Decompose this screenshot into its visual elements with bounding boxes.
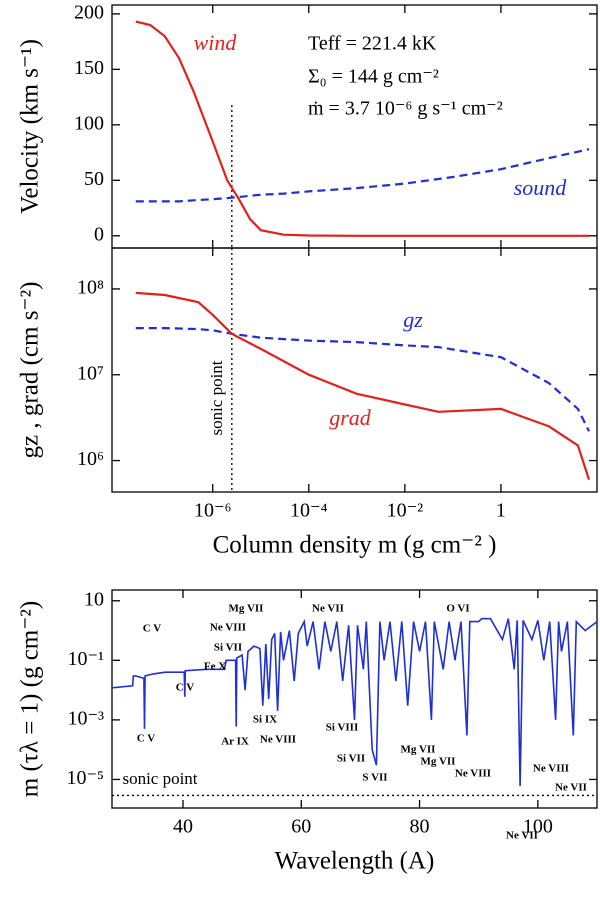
y-tick-label: 10⁸ [77,277,104,299]
y-tick-label: 10⁶ [77,448,104,470]
x-tick-label: 10⁻⁴ [290,500,328,522]
annotation: ṁ = 3.7 10⁻⁶ g s⁻¹ cm⁻² [308,98,503,120]
y-axis-label: Velocity (km s⁻¹) [17,39,44,214]
x-axis-label: Wavelength (A) [275,848,435,875]
y-tick-label: 10 [84,588,104,610]
annotation: Si VII [214,642,242,654]
y-tick-label: 100 [74,112,104,134]
annotation: Si VIII [326,722,359,734]
x-axis-label: Column density m (g cm⁻² ) [213,532,497,559]
series-label: gz [403,307,423,332]
plot-frame [111,247,598,493]
annotation: Si IX [253,714,277,726]
series-line [135,327,590,432]
plot-frame [111,589,598,809]
annotation: sonic point [207,360,226,435]
y-axis-label: m (τλ = 1) (g cm⁻²) [17,601,44,798]
y-tick-label: 50 [84,168,104,190]
series-line [135,148,590,203]
annotation: Σ₀ = 144 g cm⁻² [308,66,439,88]
annotation: C V [143,623,161,635]
annotation: Ar IX [221,736,249,748]
annotation: Teff = 221.4 kK [308,33,437,55]
y-tick-label: 10⁻³ [67,707,104,729]
annotation: Ne VIII [455,768,491,780]
annotation: Mg VII [229,603,264,615]
y-tick-label: 10⁷ [77,362,104,384]
x-tick-label: 80 [410,816,430,838]
x-tick-label: 40 [173,816,193,838]
annotation: sonic point [122,769,197,788]
y-axis-label: gz , grad (cm s⁻²) [17,282,44,459]
annotation: Mg VII [421,756,456,768]
annotation: S VII [362,772,387,784]
series-label: wind [194,30,238,55]
spectrum-line [111,617,598,787]
annotation: C V [176,682,194,694]
annotation: Si VII [337,753,365,765]
series-line [135,20,589,237]
y-tick-label: 150 [74,57,104,79]
series-label: grad [329,405,372,430]
x-tick-label: 100 [523,816,553,838]
annotation: Ne VIII [260,734,296,746]
annotation: Mg VII [401,744,436,756]
series-line [135,291,591,480]
y-tick-label: 200 [74,1,104,23]
y-tick-label: 10⁻⁵ [66,767,104,789]
x-tick-label: 60 [291,816,311,838]
annotation: Ne VII [312,603,344,615]
y-tick-label: 10⁻¹ [67,648,104,670]
x-tick-label: 1 [496,500,506,522]
x-tick-label: 10⁻⁶ [194,500,232,522]
y-tick-label: 0 [94,223,104,245]
annotation: Ne VIII [210,622,246,634]
annotation: Fe X [204,661,226,673]
annotation: Ne VII [506,830,538,842]
x-tick-label: 10⁻² [387,500,424,522]
annotation: C V [137,733,155,745]
annotation: O VI [446,603,469,615]
series-label: sound [514,175,568,200]
annotation: Ne VII [555,782,587,794]
annotation: Ne VIII [533,763,569,775]
